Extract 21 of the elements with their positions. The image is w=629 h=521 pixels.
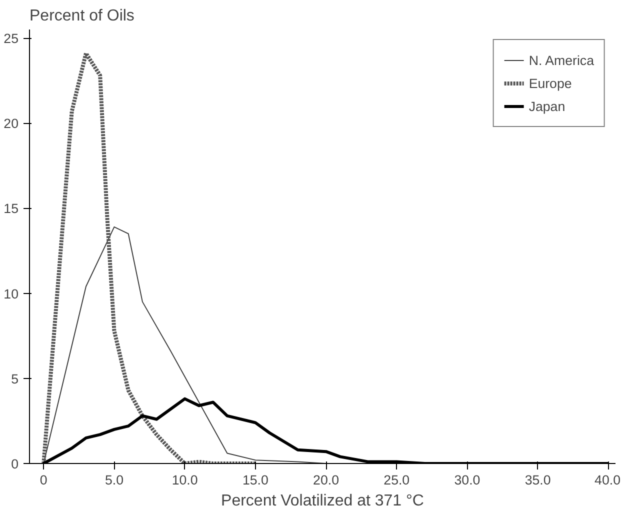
- x-tick-label: 30.0: [454, 472, 480, 488]
- y-axis-title: Percent of Oils: [30, 8, 134, 24]
- y-tick-label: 20: [4, 116, 19, 132]
- x-tick-label: 0: [40, 472, 48, 488]
- y-tick-label: 25: [4, 31, 19, 46]
- y-tick-label: 10: [4, 286, 19, 302]
- x-tick-label: 5.0: [104, 472, 124, 488]
- x-tick-label: 15.0: [242, 472, 268, 488]
- y-tick-label: 15: [4, 201, 19, 216]
- legend-label: Europe: [528, 76, 572, 90]
- legend-label: N. America: [528, 52, 594, 68]
- x-axis-title: Percent Volatilized at 371 °C: [221, 492, 424, 510]
- y-tick-label: 0: [11, 456, 19, 472]
- x-tick-label: 40.0: [594, 472, 621, 488]
- y-tick-label: 5: [11, 371, 19, 386]
- x-tick-label: 20.0: [313, 472, 340, 488]
- x-tick-label: 10.0: [172, 472, 198, 488]
- x-tick-label: 35.0: [524, 472, 551, 488]
- line-series: [42, 51, 258, 464]
- legend-label: Japan: [528, 98, 566, 114]
- x-tick-label: 25.0: [384, 472, 410, 488]
